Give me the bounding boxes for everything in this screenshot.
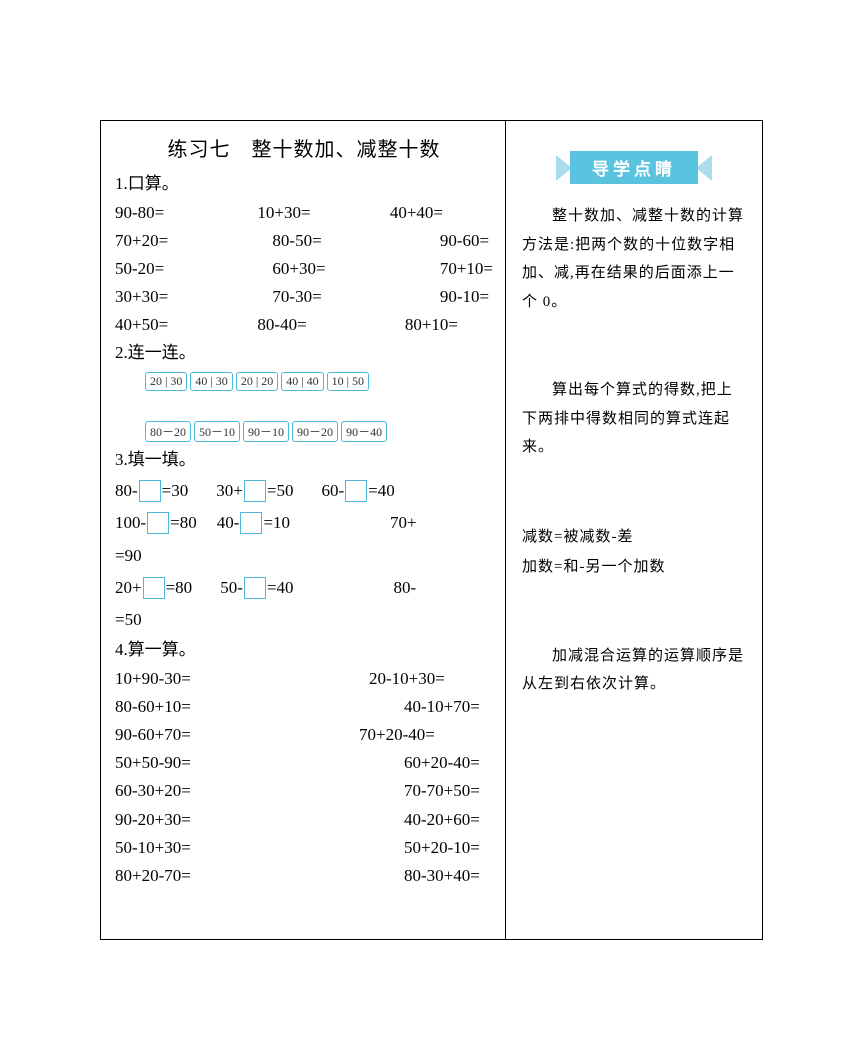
hint-formula: 减数=被减数-差 加数=和-另一个加数 [522,522,746,582]
match-chip: 40 | 40 [281,372,323,391]
calc-cell: 70-70+50= [304,777,493,805]
sidebar-header: 导学点睛 [522,151,746,184]
eq-cell: 50-20= [115,255,237,283]
fill-item: 100-=80 [115,507,197,539]
eq-cell: 70+20= [115,227,237,255]
eq-cell: 90-10= [360,283,493,311]
eq-cell: 60+30= [237,255,359,283]
match-chip: 10 | 50 [327,372,369,391]
hint-paragraph-4: 加减混合运算的运算顺序是从左到右依次计算。 [522,642,746,699]
main-column: 练习七 整十数加、减整十数 1.口算。 90-80= 10+30= 40+40=… [101,121,506,939]
calc-grid: 10+90-30=20-10+30= 80-60+10=40-10+70= 90… [115,665,493,889]
fill-item: 80-=30 [115,475,188,507]
calc-cell: 80+20-70= [115,862,304,890]
eq-cell: 80-40= [237,311,359,339]
match-chip: 90－10 [243,421,289,442]
eq-cell: 40+40= [360,199,493,227]
match-bottom-row: 80－20 50－10 90－10 90－20 90－40 [115,421,493,442]
match-chip: 20 | 20 [236,372,278,391]
mental-math-grid: 90-80= 10+30= 40+40= 70+20= 80-50= 90-60… [115,199,493,339]
match-top-row: 20 | 30 40 | 30 20 | 20 40 | 40 10 | 50 [115,372,493,391]
calc-cell: 40-10+70= [304,693,493,721]
eq-cell: 90-60= [360,227,493,255]
eq-cell: 90-80= [115,199,237,227]
decoration-triangle-right [696,155,712,181]
calc-cell: 50+20-10= [304,834,493,862]
blank-box [244,480,266,502]
calc-cell: 80-60+10= [115,693,304,721]
fill-item: 40-=10 [217,507,290,539]
blank-box [139,480,161,502]
eq-cell: 30+30= [115,283,237,311]
blank-box [244,577,266,599]
worksheet-title: 练习七 整十数加、减整十数 [115,133,493,162]
section-4-label: 4.算一算。 [115,636,493,665]
calc-cell: 10+90-30= [115,665,304,693]
calc-cell: 90-60+70= [115,721,304,749]
calc-cell: 40-20+60= [304,806,493,834]
eq-cell: 70-30= [237,283,359,311]
sidebar-title: 导学点睛 [570,151,698,184]
fill-item: 60-=40 [321,475,394,507]
calc-cell: 80-30+40= [304,862,493,890]
calc-cell: 60-30+20= [115,777,304,805]
fill-item: 30+=50 [216,475,293,507]
fill-blank-section: 80-=30 30+=50 60-=40 100-=80 40-=10 70+ … [115,475,493,636]
section-3-label: 3.填一填。 [115,446,493,475]
blank-box [345,480,367,502]
sidebar-column: 导学点睛 整十数加、减整十数的计算方法是:把两个数的十位数字相加、减,再在结果的… [506,121,762,939]
eq-cell: 70+10= [360,255,493,283]
match-chip: 90－20 [292,421,338,442]
calc-cell: 90-20+30= [115,806,304,834]
fill-item: 50-=40 [220,572,293,604]
eq-cell: 80+10= [360,311,493,339]
match-chip: 80－20 [145,421,191,442]
calc-cell: 20-10+30= [304,665,493,693]
calc-cell: 50-10+30= [115,834,304,862]
eq-cell: 80-50= [237,227,359,255]
match-chip: 50－10 [194,421,240,442]
match-chip: 90－40 [341,421,387,442]
fill-item: =50 [115,604,142,636]
calc-cell: 50+50-90= [115,749,304,777]
section-2-label: 2.连一连。 [115,339,493,368]
fill-item: 70+ [390,507,417,539]
calc-cell: 70+20-40= [304,721,493,749]
fill-item: =90 [115,540,142,572]
fill-item: 20+=80 [115,572,192,604]
blank-box [143,577,165,599]
section-1-label: 1.口算。 [115,170,493,199]
match-chip: 40 | 30 [190,372,232,391]
eq-cell: 40+50= [115,311,237,339]
eq-cell: 10+30= [237,199,359,227]
fill-item: 80- [393,572,416,604]
hint-paragraph-1: 整十数加、减整十数的计算方法是:把两个数的十位数字相加、减,再在结果的后面添上一… [522,202,746,316]
hint-paragraph-2: 算出每个算式的得数,把上下两排中得数相同的算式连起来。 [522,376,746,462]
blank-box [240,512,262,534]
page-border: 练习七 整十数加、减整十数 1.口算。 90-80= 10+30= 40+40=… [100,120,763,940]
match-chip: 20 | 30 [145,372,187,391]
blank-box [147,512,169,534]
calc-cell: 60+20-40= [304,749,493,777]
